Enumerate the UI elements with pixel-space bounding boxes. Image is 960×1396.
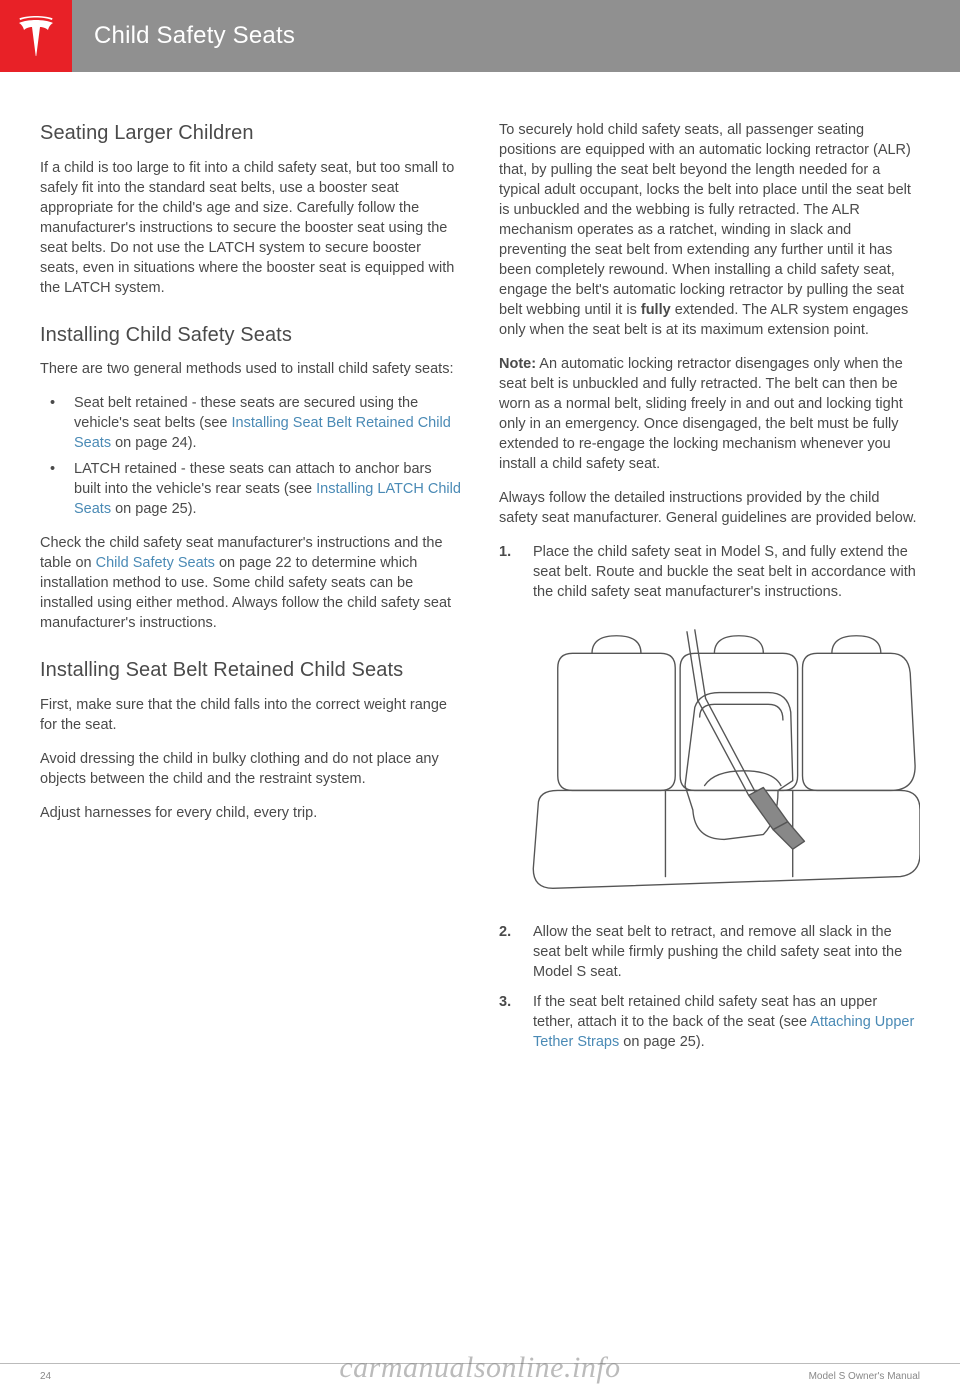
text: To securely hold child safety seats, all… <box>499 122 911 318</box>
text: on page 24). <box>111 435 196 451</box>
install-steps: 1. Place the child safety seat in Model … <box>499 542 920 602</box>
step-number: 3. <box>499 992 511 1012</box>
text: Allow the seat belt to retract, and remo… <box>533 924 902 980</box>
link-child-safety-seats[interactable]: Child Safety Seats <box>96 555 215 571</box>
list-item: 3. If the seat belt retained child safet… <box>499 992 920 1052</box>
para: There are two general methods used to in… <box>40 359 461 379</box>
para: Adjust harnesses for every child, every … <box>40 803 461 823</box>
text: Place the child safety seat in Model S, … <box>533 544 916 600</box>
step-number: 2. <box>499 922 511 942</box>
heading-installing-seatbelt-retained: Installing Seat Belt Retained Child Seat… <box>40 657 461 685</box>
note-para: Note: An automatic locking retractor dis… <box>499 354 920 474</box>
para: If a child is too large to fit into a ch… <box>40 158 461 298</box>
right-column: To securely hold child safety seats, all… <box>499 120 920 1062</box>
page-title: Child Safety Seats <box>94 19 295 52</box>
para: To securely hold child safety seats, all… <box>499 120 920 340</box>
left-column: Seating Larger Children If a child is to… <box>40 120 461 1062</box>
page-number: 24 <box>40 1370 51 1384</box>
list-item: 2. Allow the seat belt to retract, and r… <box>499 922 920 982</box>
page-header: Child Safety Seats <box>0 0 960 72</box>
tesla-logo <box>0 0 72 72</box>
text-bold: fully <box>641 302 671 318</box>
heading-installing-css: Installing Child Safety Seats <box>40 322 461 350</box>
list-item: Seat belt retained - these seats are sec… <box>40 393 461 453</box>
child-seat-illustration <box>499 624 920 898</box>
note-label: Note: <box>499 356 536 372</box>
doc-title: Model S Owner's Manual <box>809 1370 920 1384</box>
list-item: 1. Place the child safety seat in Model … <box>499 542 920 602</box>
heading-seating-larger-children: Seating Larger Children <box>40 120 461 148</box>
list-item: LATCH retained - these seats can attach … <box>40 459 461 519</box>
para: Check the child safety seat manufacturer… <box>40 533 461 633</box>
text: An automatic locking retractor disengage… <box>499 356 903 472</box>
page-footer: 24 Model S Owner's Manual <box>0 1363 960 1384</box>
para: Always follow the detailed instructions … <box>499 488 920 528</box>
text: on page 25). <box>619 1034 704 1050</box>
install-methods-list: Seat belt retained - these seats are sec… <box>40 393 461 519</box>
content-area: Seating Larger Children If a child is to… <box>0 72 960 1062</box>
para: First, make sure that the child falls in… <box>40 695 461 735</box>
text: on page 25). <box>111 501 196 517</box>
para: Avoid dressing the child in bulky clothi… <box>40 749 461 789</box>
install-steps-cont: 2. Allow the seat belt to retract, and r… <box>499 922 920 1052</box>
tesla-logo-icon <box>19 16 53 56</box>
step-number: 1. <box>499 542 511 562</box>
